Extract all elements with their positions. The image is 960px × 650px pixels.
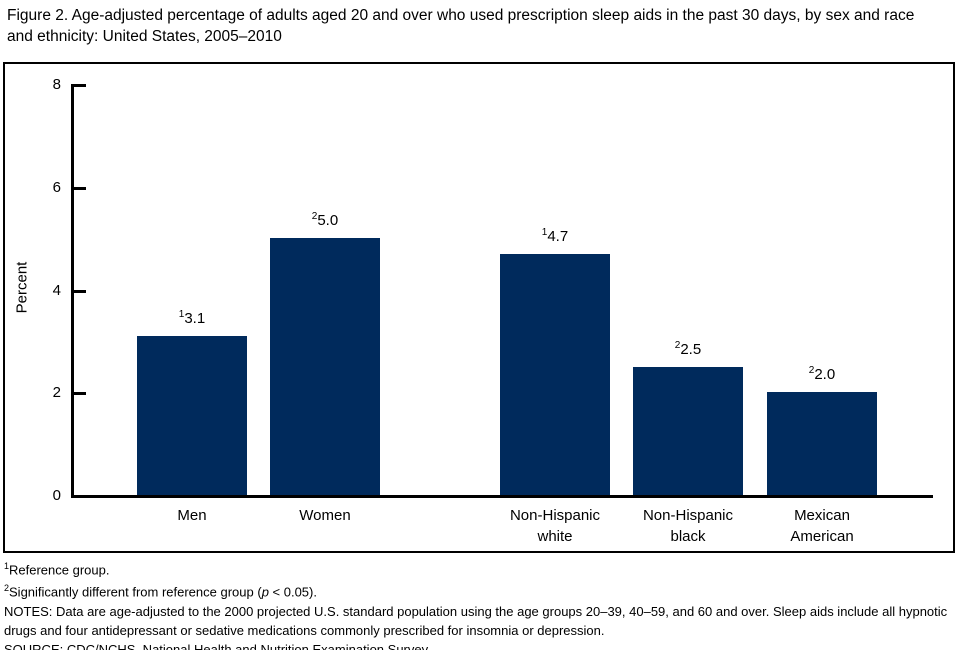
bar-value-label-mexican-american: 22.0 — [808, 365, 836, 384]
y-tick-label-6: 6 — [52, 178, 61, 196]
category-label-mexican-american: Mexican American — [790, 507, 854, 545]
chart-frame: Percent 0 2 4 6 8 13.1 Men 25.0 Women 14.7 Non-His… — [3, 62, 955, 553]
bar-value-label-non-hispanic-black: 22.5 — [674, 339, 702, 358]
category-label-women: Women — [299, 507, 351, 524]
figure-title: Figure 2. Age-adjusted percentage of adu… — [7, 7, 915, 45]
bar-women — [270, 238, 380, 495]
y-tick-label-8: 8 — [52, 76, 61, 93]
y-tick-8 — [74, 84, 86, 87]
category-label-men: Men — [177, 507, 207, 524]
y-tick-6 — [74, 186, 86, 190]
x-axis-line — [71, 495, 933, 498]
bar-value-label-non-hispanic-white: 14.7 — [541, 226, 569, 245]
bar-non-hispanic-black — [633, 366, 743, 495]
footnote-line-4: SOURCE: CDC/NCHS, National Health and Nu… — [4, 641, 431, 650]
bar-value-label-women: 25.0 — [311, 211, 339, 230]
y-tick-4 — [74, 289, 86, 293]
y-axis-line — [71, 84, 74, 498]
category-label-non-hispanic-white: Non-Hispanic white — [509, 507, 601, 545]
bar-value-label-men: 13.1 — [178, 308, 206, 327]
y-tick-label-0: 0 — [52, 487, 61, 504]
footnote-line-1: 1Reference group. — [4, 561, 110, 578]
footnote-line-3: NOTES: Data are age-adjusted to the 2000… — [4, 603, 948, 638]
bar-men — [137, 335, 247, 495]
category-label-non-hispanic-black: Non-Hispanic black — [642, 507, 734, 545]
bar-mexican-american — [767, 392, 877, 495]
y-tick-2 — [74, 392, 86, 396]
footnotes: 1Reference group. 2Significantly differen… — [4, 557, 954, 650]
bar-non-hispanic-white — [500, 253, 610, 495]
y-tick-label-2: 2 — [52, 384, 61, 402]
y-tick-label-4: 4 — [52, 281, 61, 299]
footnote-line-2: 2Significantly different from reference … — [4, 583, 317, 600]
